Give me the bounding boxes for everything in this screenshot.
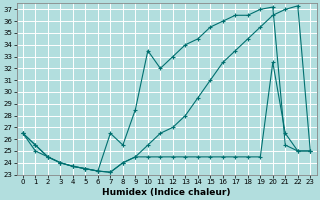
X-axis label: Humidex (Indice chaleur): Humidex (Indice chaleur): [102, 188, 231, 197]
